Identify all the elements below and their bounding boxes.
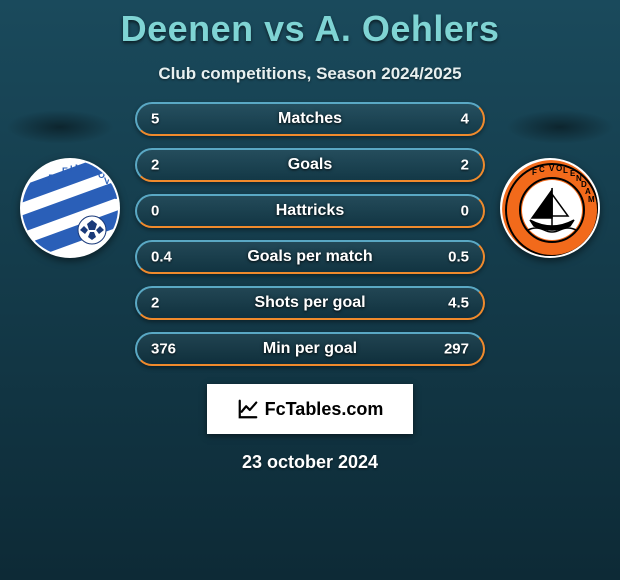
stat-bar: 2 Shots per goal 4.5	[135, 286, 485, 320]
brand-label: FcTables.com	[265, 399, 384, 420]
stat-value-right: 4	[461, 111, 469, 128]
stat-value-right: 0	[461, 203, 469, 220]
subtitle: Club competitions, Season 2024/2025	[0, 64, 620, 84]
shadow-right	[506, 110, 614, 144]
svg-text:O: O	[556, 164, 562, 173]
stat-value-left: 0.4	[151, 249, 172, 266]
stat-bar: 0 Hattricks 0	[135, 194, 485, 228]
stat-value-right: 2	[461, 157, 469, 174]
svg-text:M: M	[588, 195, 595, 204]
stat-label: Matches	[278, 110, 342, 128]
stat-value-left: 0	[151, 203, 159, 220]
stat-label: Goals per match	[247, 248, 372, 266]
stat-label: Shots per goal	[254, 294, 365, 312]
brand-badge[interactable]: FcTables.com	[207, 384, 413, 434]
stat-label: Min per goal	[263, 340, 357, 358]
stat-bar: 5 Matches 4	[135, 102, 485, 136]
stat-bar: 0.4 Goals per match 0.5	[135, 240, 485, 274]
stat-value-right: 297	[444, 341, 469, 358]
stat-label: Goals	[288, 156, 332, 174]
stage: FC EIN DHO VEN	[0, 102, 620, 366]
stat-value-left: 5	[151, 111, 159, 128]
stat-value-right: 0.5	[448, 249, 469, 266]
stat-value-right: 4.5	[448, 295, 469, 312]
svg-text:N: N	[111, 191, 118, 201]
eindhoven-icon: FC EIN DHO VEN	[22, 160, 120, 258]
stat-bar: 376 Min per goal 297	[135, 332, 485, 366]
svg-text:N: N	[75, 163, 82, 173]
stat-label: Hattricks	[276, 202, 344, 220]
club-crest-left: FC EIN DHO VEN	[20, 158, 120, 258]
stat-value-left: 376	[151, 341, 176, 358]
comparison-card: Deenen vs A. Oehlers Club competitions, …	[0, 0, 620, 580]
stat-bar: 2 Goals 2	[135, 148, 485, 182]
date-label: 23 october 2024	[0, 452, 620, 473]
club-crest-right: FC VOL END AM	[500, 158, 600, 258]
svg-text:F: F	[532, 168, 537, 177]
shadow-left	[6, 110, 114, 144]
svg-text:H: H	[91, 166, 98, 176]
page-title: Deenen vs A. Oehlers	[0, 8, 620, 50]
svg-text:I: I	[70, 164, 73, 174]
stat-value-left: 2	[151, 295, 159, 312]
svg-text:C: C	[539, 165, 545, 174]
svg-text:D: D	[83, 164, 90, 174]
stat-value-left: 2	[151, 157, 159, 174]
stat-bars: 5 Matches 4 2 Goals 2 0 Hattricks 0 0.4 Goals per …	[135, 102, 485, 366]
svg-text:V: V	[549, 164, 555, 173]
svg-text:E: E	[62, 166, 68, 176]
chart-icon	[237, 398, 259, 420]
svg-text:L: L	[563, 166, 568, 175]
volendam-icon: FC VOL END AM	[502, 160, 600, 258]
